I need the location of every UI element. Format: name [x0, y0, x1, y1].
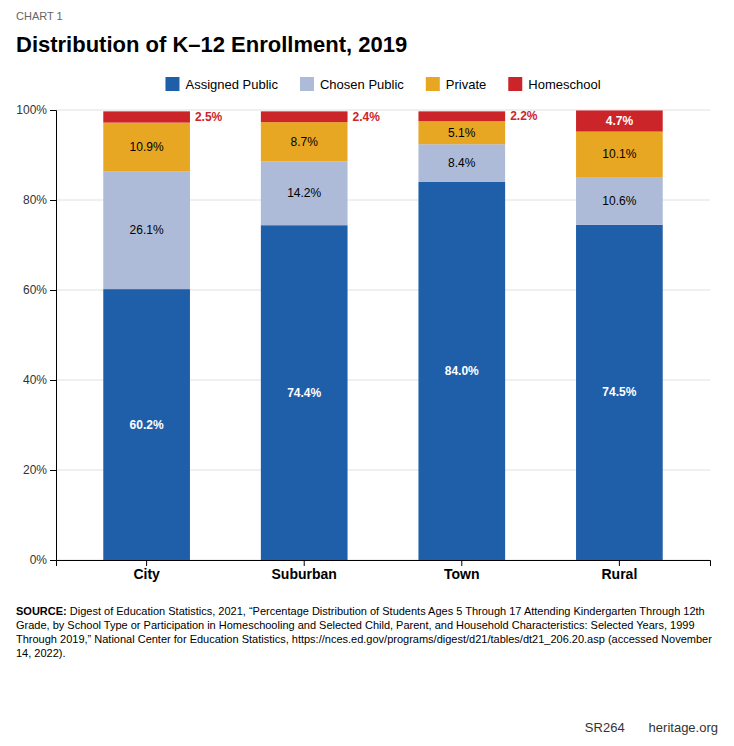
x-tick-label: Rural — [601, 566, 637, 582]
legend-label: Private — [446, 77, 486, 92]
y-tick: 0% — [30, 553, 56, 567]
chart-label: CHART 1 — [16, 10, 63, 22]
y-tick: 40% — [23, 373, 56, 387]
y-tick: 20% — [23, 463, 56, 477]
y-tick-label: 80% — [23, 193, 47, 207]
legend-item: Private — [426, 77, 486, 92]
legend: Assigned Public Chosen Public Private Homes… — [165, 77, 600, 92]
data-label: 5.1% — [448, 126, 476, 140]
data-label: 14.2% — [287, 186, 321, 200]
data-label: 4.7% — [606, 114, 634, 128]
bar — [576, 132, 663, 177]
y-tick-mark — [50, 200, 56, 201]
x-tick: Rural — [601, 560, 637, 582]
legend-item: Homeschool — [508, 77, 600, 92]
bar — [576, 110, 663, 131]
grid — [56, 110, 710, 560]
bar — [261, 225, 348, 560]
data-label: 10.1% — [602, 147, 636, 161]
bar — [576, 225, 663, 560]
bar — [103, 289, 190, 560]
data-label: 8.7% — [291, 135, 319, 149]
legend-label: Assigned Public — [185, 77, 278, 92]
data-labels: 60.2% 74.4% 84.0% 74.5% 26.1% 14.2% 8.4% 10.6% 1… — [130, 109, 637, 431]
data-label: 2.2% — [510, 109, 538, 123]
y-tick: 60% — [23, 283, 56, 297]
data-label: 84.0% — [445, 364, 479, 378]
legend-swatch — [300, 77, 314, 91]
data-label: 10.6% — [602, 194, 636, 208]
bar — [418, 144, 505, 182]
bar — [261, 111, 348, 122]
y-tick-label: 0% — [30, 553, 48, 567]
bar — [103, 111, 190, 122]
source-note: SOURCE: Digest of Education Statistics, … — [16, 604, 716, 660]
data-label: 74.5% — [602, 385, 636, 399]
title: Distribution of K–12 Enrollment, 2019 — [16, 32, 407, 57]
x-tick: Town — [444, 560, 480, 582]
bar — [418, 182, 505, 560]
y-tick-mark — [50, 380, 56, 381]
bar — [103, 123, 190, 172]
y-tick-mark — [50, 290, 56, 291]
x-axis: City Suburban Town Rural — [57, 560, 711, 582]
chart-container: CHART 1 Distribution of K–12 Enrollment, … — [0, 0, 734, 746]
y-tick-label: 100% — [16, 103, 47, 117]
data-label: 26.1% — [130, 223, 164, 237]
y-tick-mark — [50, 560, 56, 561]
data-label: 2.5% — [195, 110, 223, 124]
bars — [103, 110, 662, 560]
legend-swatch — [426, 77, 440, 91]
data-label: 60.2% — [130, 418, 164, 432]
legend-item: Assigned Public — [165, 77, 278, 92]
legend-swatch — [508, 77, 522, 91]
source-text: Digest of Education Statistics, 2021, “P… — [16, 605, 712, 659]
bar — [418, 121, 505, 144]
bar — [576, 177, 663, 225]
grid-line — [56, 110, 710, 111]
y-axis: 0% 20% 40% 60% 80% 100% — [16, 103, 56, 567]
data-label: 10.9% — [130, 140, 164, 154]
y-tick-mark — [50, 110, 56, 111]
bar — [261, 122, 348, 161]
series-bars — [103, 110, 662, 131]
bar — [261, 161, 348, 225]
bar — [418, 111, 505, 121]
data-label: 2.4% — [353, 110, 381, 124]
legend-label: Homeschool — [528, 77, 600, 92]
y-tick: 80% — [23, 193, 56, 207]
x-tick-label: City — [133, 566, 160, 582]
y-tick-label: 40% — [23, 373, 47, 387]
legend-label: Chosen Public — [320, 77, 404, 92]
y-tick-label: 60% — [23, 283, 47, 297]
x-tick-label: Town — [444, 566, 480, 582]
x-tick: Suburban — [272, 560, 337, 582]
y-axis-line — [50, 111, 57, 561]
bar — [103, 172, 190, 289]
footer-site: heritage.org — [649, 720, 718, 735]
y-tick-label: 20% — [23, 463, 47, 477]
legend-swatch — [165, 77, 179, 91]
x-tick-label: Suburban — [272, 566, 337, 582]
footer-report: SR264 — [585, 720, 625, 735]
x-tick: City — [133, 560, 160, 582]
legend-item: Chosen Public — [300, 77, 404, 92]
source-label: SOURCE: — [16, 605, 67, 617]
y-tick: 100% — [16, 103, 56, 117]
y-tick-mark — [50, 470, 56, 471]
data-label: 74.4% — [287, 386, 321, 400]
data-label: 8.4% — [448, 156, 476, 170]
